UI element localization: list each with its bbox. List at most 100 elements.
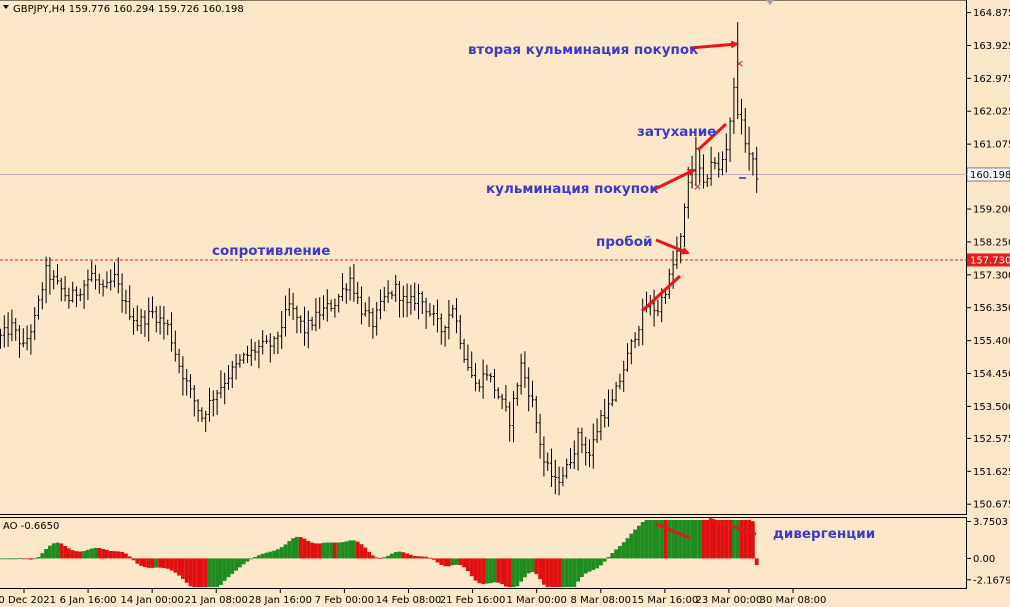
ao-bar bbox=[458, 558, 463, 566]
ao-bar bbox=[48, 545, 52, 559]
ao-bar bbox=[226, 558, 231, 578]
ohlc-bar bbox=[322, 295, 325, 320]
price-tick-label: 155.400 bbox=[973, 336, 1010, 347]
ohlc-bar bbox=[196, 399, 200, 422]
ohlc-bar bbox=[306, 310, 310, 349]
price-tick-label: 154.450 bbox=[973, 369, 1010, 380]
fading-trendline bbox=[696, 122, 728, 152]
current-price-label: 160.198 bbox=[970, 170, 1010, 181]
ao-bar bbox=[295, 536, 299, 559]
ohlc-bar bbox=[675, 236, 679, 269]
ao-bar bbox=[682, 520, 687, 559]
ohlc-bar bbox=[409, 284, 413, 315]
ao-bar bbox=[63, 545, 67, 559]
ao-bar bbox=[257, 555, 261, 559]
ao-bar bbox=[545, 558, 550, 587]
ohlc-bar bbox=[223, 372, 227, 405]
ao-bar bbox=[188, 558, 193, 587]
ohlc-bar bbox=[37, 295, 40, 320]
ohlc-bar bbox=[348, 266, 352, 301]
ao-bar bbox=[553, 558, 558, 587]
ohlc-bar bbox=[63, 276, 67, 302]
ao-bar bbox=[173, 558, 178, 573]
ohlc-bar bbox=[341, 273, 344, 302]
ohlc-bar bbox=[33, 307, 37, 341]
ao-bar bbox=[207, 558, 212, 587]
ao-bar bbox=[485, 558, 489, 584]
shift-marker-icon[interactable] bbox=[766, 0, 774, 5]
annotations: вторая кульминация покупок затухание кул… bbox=[212, 42, 875, 542]
ao-bar bbox=[424, 556, 428, 559]
ao-bar bbox=[473, 558, 478, 581]
ohlc-bar bbox=[284, 295, 287, 337]
ohlc-bar bbox=[162, 306, 166, 340]
ohlc-bar bbox=[466, 344, 470, 371]
ao-bar bbox=[583, 558, 588, 574]
ohlc-bar bbox=[18, 325, 21, 358]
ao-bar bbox=[310, 542, 314, 559]
ohlc-bar bbox=[48, 257, 52, 295]
ao-bar bbox=[492, 558, 497, 583]
ohlc-bar bbox=[78, 288, 82, 302]
collapse-triangle-icon[interactable] bbox=[3, 5, 9, 9]
climax-arrow bbox=[650, 168, 696, 193]
ao-bar bbox=[747, 520, 751, 559]
ao-bar bbox=[355, 541, 360, 559]
ao-bar bbox=[317, 543, 322, 559]
ohlc-bar bbox=[439, 313, 443, 345]
ohlc-bar bbox=[158, 305, 162, 335]
ohlc-bar bbox=[344, 283, 348, 304]
ao-bar bbox=[93, 547, 98, 559]
ao-bar bbox=[530, 558, 535, 573]
ohlc-bar bbox=[170, 312, 173, 352]
ohlc-bar bbox=[105, 271, 109, 289]
ao-bar bbox=[44, 548, 48, 559]
ohlc-bar bbox=[656, 299, 660, 317]
ao-bar bbox=[348, 540, 352, 559]
ao-bar bbox=[587, 558, 592, 572]
ao-bar bbox=[302, 538, 307, 559]
ohlc-bar bbox=[29, 324, 33, 355]
ao-bar bbox=[618, 545, 622, 559]
price-tick-label: 152.575 bbox=[973, 434, 1010, 445]
ohlc-bar bbox=[329, 299, 333, 312]
time-tick-label: 6 Jan 16:00 bbox=[60, 595, 117, 606]
ao-bar bbox=[287, 541, 292, 559]
time-tick-label: 21 Feb 16:00 bbox=[440, 595, 506, 606]
ohlc-bar bbox=[276, 331, 280, 355]
time-tick-label: 30 Mar 08:00 bbox=[760, 595, 827, 606]
ohlc-bar bbox=[527, 367, 531, 412]
ohlc-bar bbox=[166, 319, 170, 336]
ao-bar bbox=[716, 520, 721, 559]
ohlc-bar bbox=[86, 269, 90, 301]
ao-bar bbox=[196, 558, 200, 587]
ao-bar bbox=[181, 558, 185, 579]
ohlc-bar bbox=[200, 407, 204, 422]
ohlc-bar bbox=[485, 364, 489, 381]
ao-bar bbox=[82, 551, 86, 559]
ao-bar bbox=[55, 542, 60, 559]
ao-bar bbox=[200, 558, 204, 587]
ohlc-bar bbox=[124, 289, 128, 315]
ao-pane[interactable] bbox=[0, 517, 967, 589]
ao-bar bbox=[59, 543, 64, 559]
ao-bar bbox=[728, 520, 732, 559]
ao-bar bbox=[637, 525, 641, 559]
ohlc-bar bbox=[740, 98, 743, 135]
second-climax-arrow bbox=[689, 40, 739, 50]
ohlc-bar bbox=[14, 318, 18, 341]
ao-bar bbox=[283, 544, 288, 559]
ao-bar bbox=[504, 558, 508, 587]
ao-bar bbox=[378, 557, 383, 559]
time-tick-label: 28 Jan 16:00 bbox=[249, 595, 312, 606]
ao-bar bbox=[306, 540, 311, 559]
ao-bar bbox=[534, 558, 539, 575]
ohlc-bar bbox=[420, 291, 424, 315]
ohlc-bar bbox=[230, 360, 234, 389]
time-tick-label: 21 Jan 08:00 bbox=[185, 595, 248, 606]
ao-bar bbox=[694, 520, 698, 559]
ohlc-bar bbox=[538, 413, 542, 459]
ao-bar bbox=[648, 520, 653, 559]
ao-axis: 3.7503 0.00 -2.1679 bbox=[967, 517, 1010, 586]
